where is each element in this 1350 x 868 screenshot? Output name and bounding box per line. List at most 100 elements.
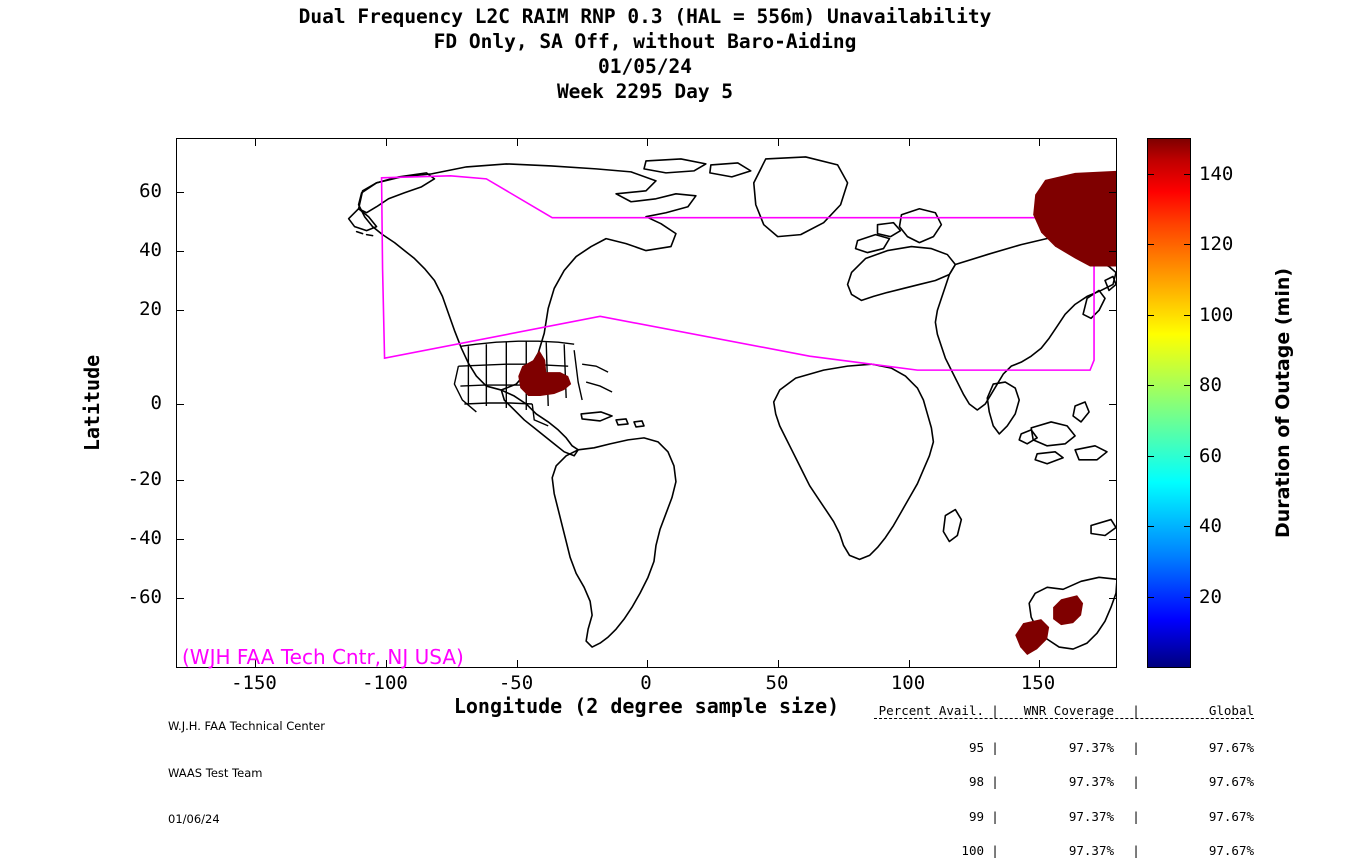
- x-tick-bottom: [909, 660, 910, 667]
- x-tick-label: -100: [362, 672, 408, 694]
- stats-cell-sep: |: [991, 843, 999, 858]
- credit-line-team: WAAS Test Team: [168, 765, 263, 780]
- table-row: 95 | 97.37% | 97.67%: [874, 739, 1254, 755]
- colorbar-tick: [1147, 526, 1154, 527]
- chart-title-block: Dual Frequency L2C RAIM RNP 0.3 (HAL = 5…: [0, 4, 1290, 104]
- y-tick-right: [1109, 251, 1116, 252]
- us-state-borders-layer: [453, 340, 613, 427]
- title-line-3-date: 01/05/24: [598, 55, 692, 78]
- y-tick-label: -20: [127, 468, 162, 490]
- availability-stats-table: Percent Avail. | WNR Coverage | Global 95 | 97…: [874, 682, 1254, 868]
- y-tick-right: [1109, 310, 1116, 311]
- colorbar-tick: [1147, 244, 1154, 245]
- stats-cell-sep2: |: [1132, 843, 1140, 858]
- colorbar-title: Duration of Outage (min): [1272, 267, 1294, 539]
- x-tick-label: -150: [231, 672, 277, 694]
- title-line-2: FD Only, SA Off, without Baro-Aiding: [433, 30, 857, 53]
- world-map-plot: [176, 138, 1117, 668]
- y-tick-left: [177, 598, 184, 599]
- x-tick-label: 0: [640, 672, 652, 694]
- colorbar-tick: [1147, 597, 1154, 598]
- x-tick-bottom: [647, 660, 648, 667]
- stats-header-percent-avail: Percent Avail.: [878, 703, 984, 718]
- stats-cell-global: 97.67%: [1208, 843, 1254, 858]
- colorbar-tick: [1184, 174, 1191, 175]
- y-tick-label: -60: [127, 586, 162, 608]
- colorbar-tick: [1184, 456, 1191, 457]
- y-tick-right: [1109, 539, 1116, 540]
- stats-cell-sep: |: [991, 808, 999, 824]
- x-tick-label: 150: [1020, 672, 1056, 694]
- y-tick-right: [1109, 192, 1116, 193]
- outage-region-central-australia: [1053, 595, 1084, 626]
- y-tick-left: [177, 251, 184, 252]
- y-tick-right: [1109, 598, 1116, 599]
- x-tick-label: -50: [498, 672, 534, 694]
- colorbar-tick: [1184, 385, 1191, 386]
- colorbar-tick-label: 140: [1199, 163, 1234, 185]
- colorbar-tick-label: 20: [1199, 586, 1222, 608]
- stats-cell-wnr: 97.37%: [1068, 774, 1114, 789]
- y-tick-label: 40: [139, 239, 162, 261]
- x-tick-top: [1039, 139, 1040, 146]
- colorbar-tick: [1147, 385, 1154, 386]
- x-tick-top: [778, 139, 779, 146]
- colorbar-tick: [1184, 526, 1191, 527]
- stats-cell-wnr: 97.37%: [1068, 843, 1114, 858]
- credit-line-organization: W.J.H. FAA Technical Center: [168, 719, 325, 733]
- stats-cell-wnr: 97.37%: [1068, 808, 1114, 824]
- stats-cell-wnr: 97.37%: [1068, 739, 1114, 755]
- x-tick-bottom: [255, 660, 256, 667]
- stats-cell-global: 97.67%: [1208, 739, 1254, 755]
- stats-header-wnr-coverage: WNR Coverage: [1023, 703, 1114, 718]
- stats-cell-sep: |: [991, 739, 999, 755]
- colorbar-tick: [1147, 315, 1154, 316]
- y-tick-left: [177, 404, 184, 405]
- colorbar-tick: [1147, 174, 1154, 175]
- title-line-4-week-day: Week 2295 Day 5: [556, 80, 734, 103]
- x-tick-top: [909, 139, 910, 146]
- y-tick-label: 0: [150, 392, 162, 414]
- x-tick-bottom: [517, 660, 518, 667]
- x-tick-top: [386, 139, 387, 146]
- y-tick-label: -40: [127, 527, 162, 549]
- stats-header-global: Global: [1208, 703, 1254, 718]
- colorbar-tick-label: 80: [1199, 374, 1222, 396]
- colorbar-tick: [1184, 244, 1191, 245]
- stats-cell-global: 97.67%: [1208, 774, 1254, 789]
- colorbar-tick-label: 100: [1199, 304, 1234, 326]
- y-axis-title: Latitude: [80, 354, 104, 452]
- y-tick-left: [177, 480, 184, 481]
- colorbar-gradient: [1147, 138, 1191, 668]
- outage-region-south-australia: [1015, 619, 1050, 656]
- credit-line-date: 01/06/24: [168, 812, 220, 826]
- y-tick-right: [1109, 404, 1116, 405]
- stats-cell-sep2: |: [1132, 774, 1140, 789]
- stats-cell-percent: 99: [968, 808, 984, 824]
- stats-table-header: Percent Avail. | WNR Coverage | Global: [874, 705, 1254, 719]
- x-tick-top: [517, 139, 518, 146]
- title-line-1: Dual Frequency L2C RAIM RNP 0.3 (HAL = 5…: [298, 5, 992, 28]
- stats-cell-sep2: |: [1132, 739, 1140, 755]
- stats-header-sep2: |: [1132, 703, 1140, 718]
- table-row: 98 | 97.37% | 97.67%: [874, 776, 1254, 788]
- stats-cell-percent: 95: [968, 739, 984, 755]
- colorbar-tick-label: 60: [1199, 445, 1222, 467]
- outage-region-siberia: [1033, 170, 1116, 267]
- x-tick-bottom: [778, 660, 779, 667]
- y-tick-label: 60: [139, 180, 162, 202]
- table-row: 99 | 97.37% | 97.67%: [874, 808, 1254, 824]
- y-tick-left: [177, 192, 184, 193]
- y-tick-right: [1109, 480, 1116, 481]
- coastlines-layer: [347, 156, 1116, 650]
- y-tick-left: [177, 539, 184, 540]
- colorbar: [1147, 138, 1191, 668]
- stats-cell-sep: |: [991, 774, 999, 789]
- watermark-text: (WJH FAA Tech Cntr, NJ USA): [182, 645, 464, 669]
- x-tick-top: [647, 139, 648, 146]
- stats-cell-global: 97.67%: [1208, 808, 1254, 824]
- colorbar-tick-label: 40: [1199, 515, 1222, 537]
- colorbar-tick: [1184, 597, 1191, 598]
- credits-block: W.J.H. FAA Technical Center WAAS Test Te…: [168, 688, 325, 843]
- outage-regions-layer: [518, 170, 1116, 656]
